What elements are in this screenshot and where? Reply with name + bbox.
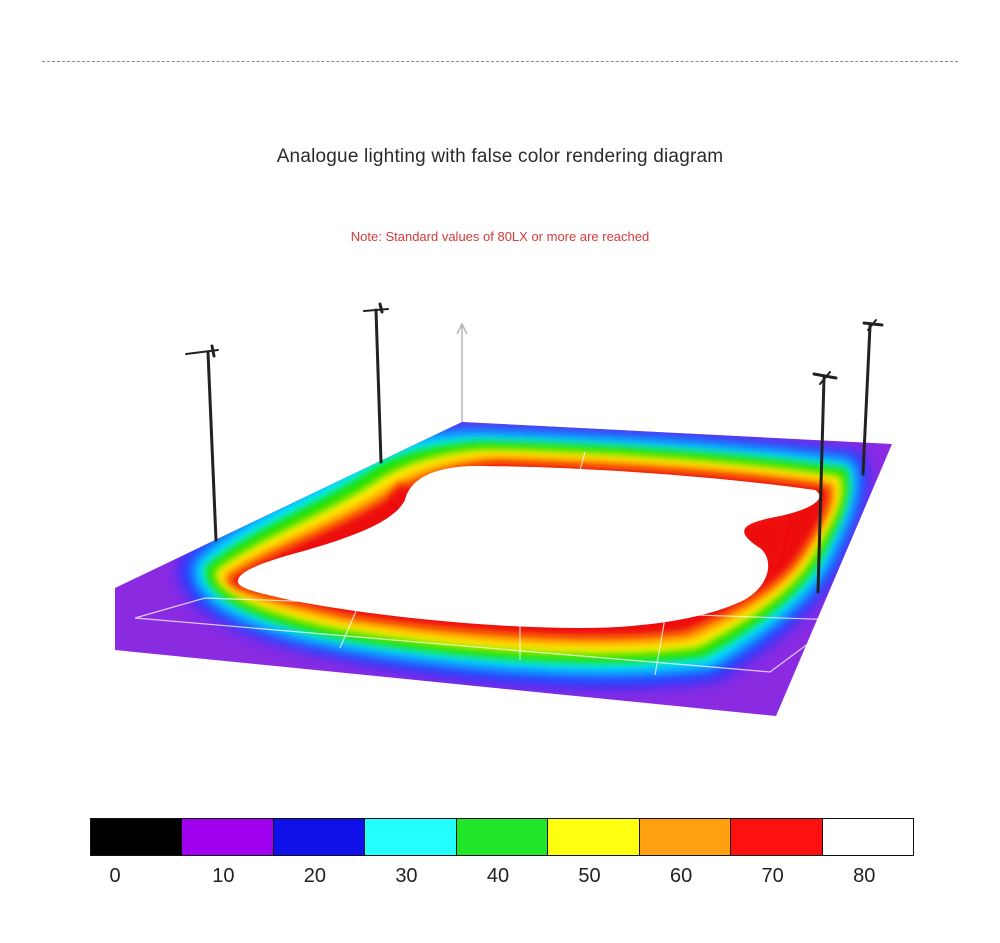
dashed-divider xyxy=(42,61,958,62)
field-lines xyxy=(134,451,842,676)
up-arrow xyxy=(456,322,468,422)
legend-label-80: 80 xyxy=(853,865,876,887)
color-legend xyxy=(90,818,914,856)
legend-label-60: 60 xyxy=(669,865,693,887)
light-pole-1 xyxy=(185,344,219,542)
legend-swatch-80 xyxy=(822,819,913,855)
legend-swatch-60 xyxy=(639,819,732,855)
legend-swatch-0 xyxy=(91,819,183,855)
legend-label-20: 20 xyxy=(303,865,326,887)
legend-label-30: 30 xyxy=(395,865,418,887)
legend-swatch-30 xyxy=(365,819,457,855)
legend-swatch-50 xyxy=(548,819,640,855)
legend-label-40: 40 xyxy=(486,865,510,887)
light-pole-2 xyxy=(363,302,389,464)
false-color-scene xyxy=(115,302,892,716)
legend-swatch-40 xyxy=(456,819,549,855)
legend-label-50: 50 xyxy=(578,865,601,887)
light-pole-4 xyxy=(861,319,884,476)
legend-swatch-20 xyxy=(273,819,366,855)
legend-label-70: 70 xyxy=(761,865,784,887)
standard-note: Note: Standard values of 80LX or more ar… xyxy=(350,229,650,244)
zone-center xyxy=(237,466,820,628)
legend-swatch-70 xyxy=(731,819,823,855)
legend-labels: 0 10 20 30 40 50 60 70 80 xyxy=(0,865,1000,895)
illuminance-zones xyxy=(178,424,869,689)
legend-swatch-10 xyxy=(182,819,274,855)
legend-label-10: 10 xyxy=(212,865,235,887)
diagram-title: Analogue lighting with false color rende… xyxy=(276,146,724,167)
light-pole-3 xyxy=(812,371,838,594)
legend-label-0: 0 xyxy=(109,865,121,887)
